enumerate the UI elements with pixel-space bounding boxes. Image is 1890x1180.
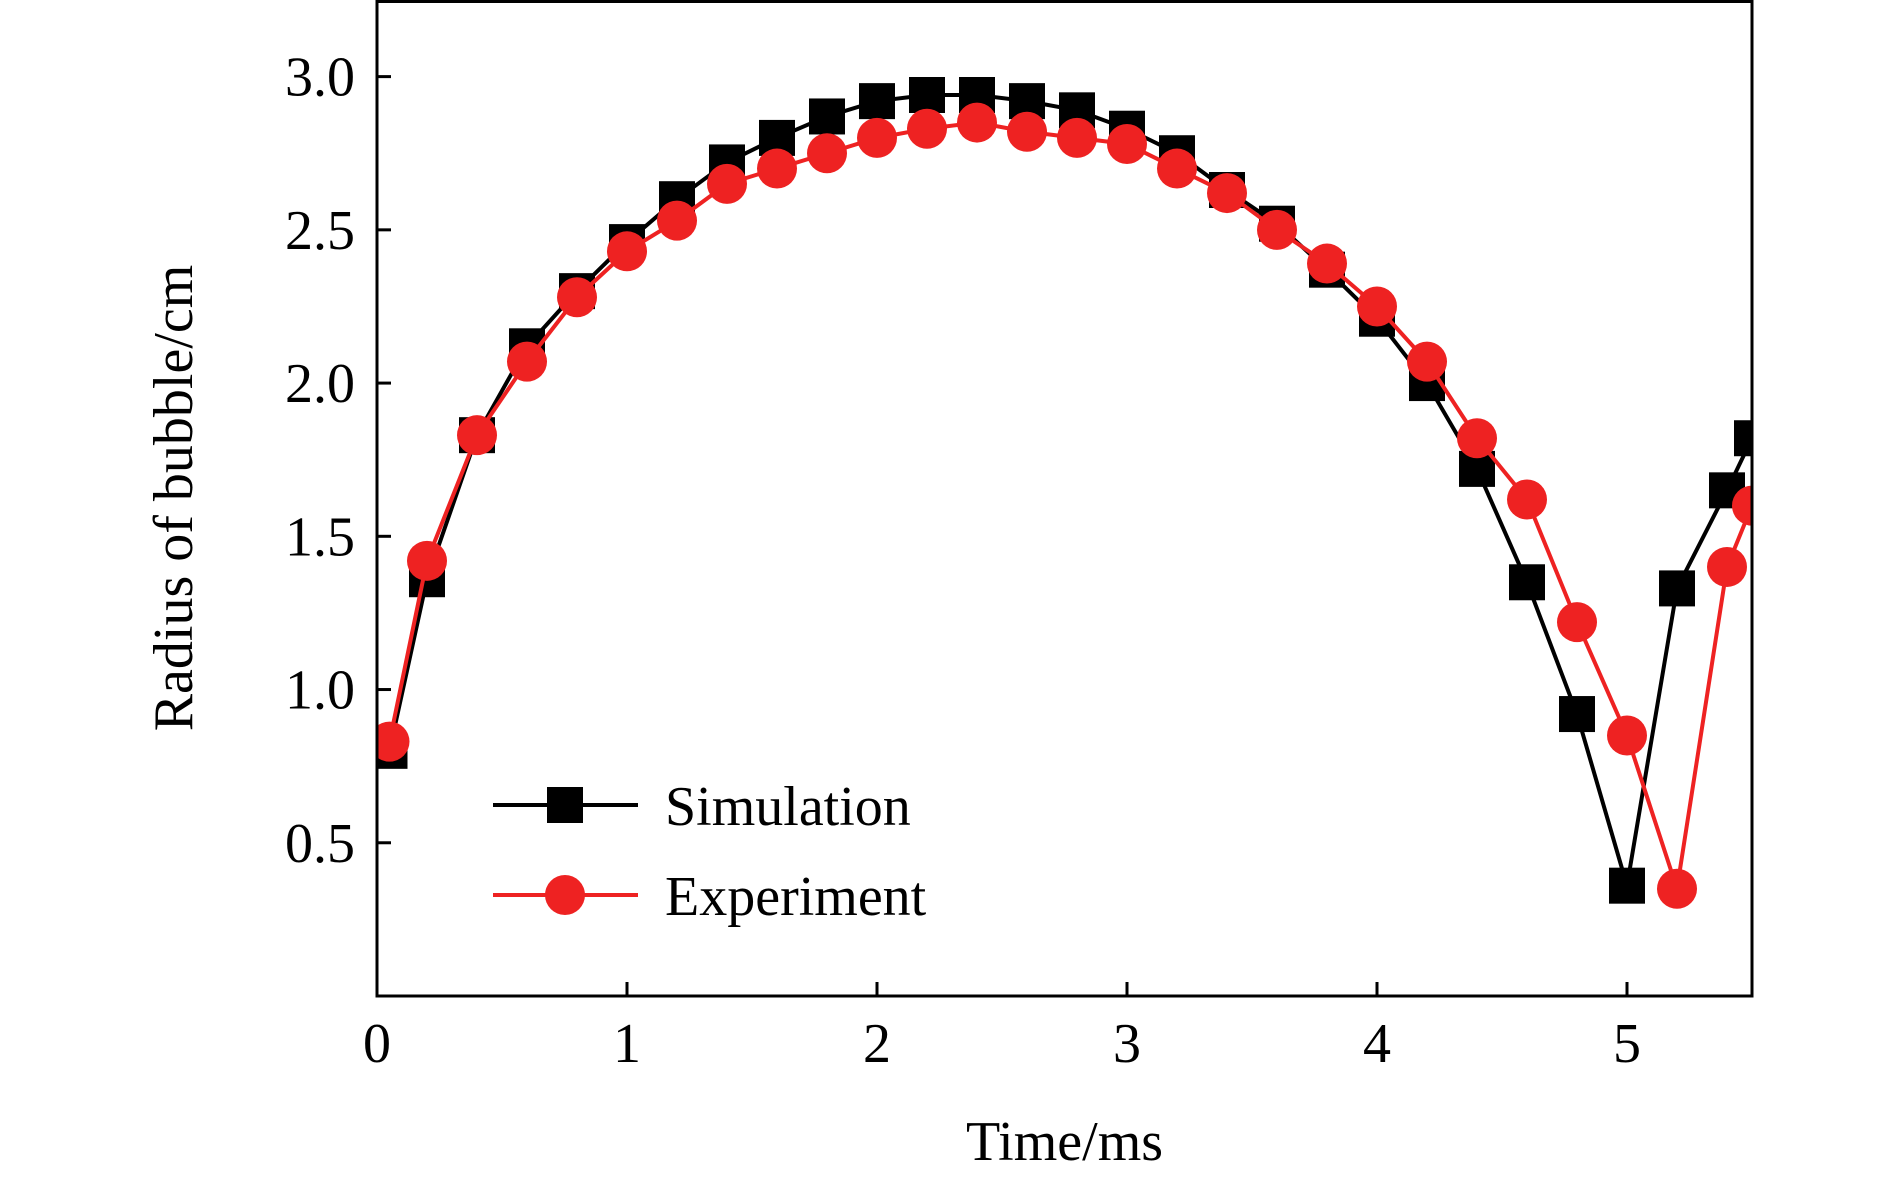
data-point-experiment	[1507, 479, 1547, 520]
data-point-simulation	[1609, 867, 1645, 904]
y-tick-label: 1.0	[285, 660, 355, 722]
series-line-simulation	[387, 93, 1752, 888]
x-tick-label: 3	[1113, 1013, 1141, 1075]
y-tick-label: 2.5	[285, 200, 355, 262]
legend-marker-simulation	[547, 787, 583, 823]
x-tick-label: 4	[1363, 1013, 1391, 1075]
series-layer	[377, 77, 1752, 909]
x-tick-label: 0	[363, 1013, 391, 1075]
data-point-experiment	[457, 415, 497, 456]
x-axis-label: Time/ms	[966, 1111, 1163, 1173]
data-point-experiment	[1707, 546, 1747, 587]
data-point-simulation	[909, 77, 945, 114]
y-tick-label: 2.0	[285, 353, 355, 415]
legend-item-experiment: Experiment	[493, 866, 927, 928]
data-point-experiment	[407, 540, 447, 581]
ticks-layer: 0 1 2 3 4 5 0.5 1.0 1.5 2.0 2.5 3.0	[285, 47, 1641, 1075]
data-point-experiment	[1257, 209, 1297, 250]
x-tick-label: 5	[1613, 1013, 1641, 1075]
data-point-experiment	[857, 117, 897, 158]
series-line-experiment	[387, 120, 1752, 891]
data-point-experiment	[1207, 173, 1247, 214]
data-point-experiment	[1732, 485, 1752, 526]
series-simulation	[377, 77, 1752, 904]
legend: Simulation Experiment	[493, 776, 927, 928]
y-axis-label: Radius of bubble/cm	[143, 265, 205, 732]
data-point-experiment	[1407, 341, 1447, 382]
data-point-experiment	[607, 231, 647, 272]
data-point-simulation	[809, 98, 845, 135]
data-point-experiment	[1107, 124, 1147, 165]
data-point-experiment	[1457, 418, 1497, 459]
data-point-experiment	[1057, 117, 1097, 158]
legend-label-experiment: Experiment	[665, 866, 927, 928]
legend-item-simulation: Simulation	[493, 776, 911, 838]
data-point-experiment	[1307, 243, 1347, 284]
data-point-experiment	[1357, 286, 1397, 327]
data-point-experiment	[1157, 148, 1197, 189]
data-point-simulation	[859, 83, 895, 120]
data-point-experiment	[507, 341, 547, 382]
y-tick-label: 0.5	[285, 813, 355, 875]
data-point-experiment	[707, 163, 747, 204]
y-tick-label: 1.5	[285, 506, 355, 568]
data-point-experiment	[757, 148, 797, 189]
x-tick-label: 1	[613, 1013, 641, 1075]
data-point-simulation	[1659, 570, 1695, 607]
series-experiment	[377, 102, 1752, 909]
data-point-experiment	[907, 108, 947, 149]
data-point-experiment	[957, 102, 997, 143]
data-point-simulation	[1734, 420, 1752, 457]
data-point-experiment	[657, 200, 697, 241]
plot-frame	[375, 0, 1754, 998]
data-point-simulation	[1559, 696, 1595, 733]
plot-area	[377, 77, 1752, 909]
x-tick-label: 2	[863, 1013, 891, 1075]
data-point-experiment	[1607, 715, 1647, 756]
y-tick-label: 3.0	[285, 47, 355, 109]
legend-label-simulation: Simulation	[665, 776, 911, 838]
data-point-experiment	[1007, 111, 1047, 152]
legend-marker-experiment	[545, 875, 585, 915]
data-point-experiment	[1557, 602, 1597, 643]
data-point-experiment	[377, 721, 410, 762]
data-point-experiment	[557, 277, 597, 318]
data-point-experiment	[807, 133, 847, 174]
data-point-experiment	[1657, 868, 1697, 909]
data-point-simulation	[1509, 564, 1545, 601]
